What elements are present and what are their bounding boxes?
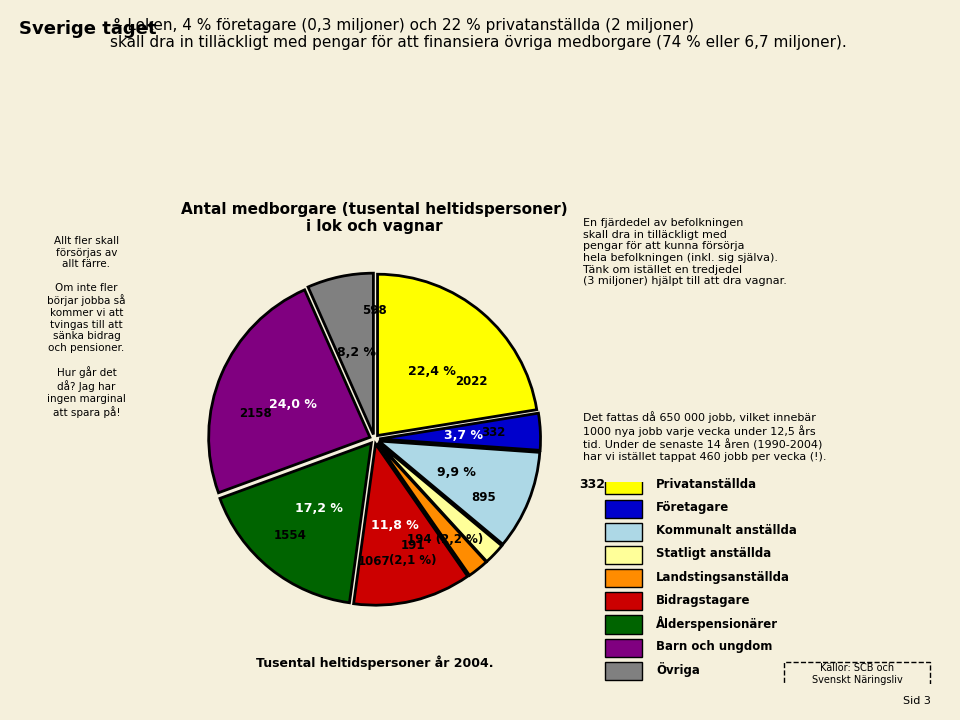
- Text: Statligt anställda: Statligt anställda: [657, 547, 772, 560]
- Text: 2158: 2158: [239, 407, 272, 420]
- Text: 24,0 %: 24,0 %: [269, 398, 317, 411]
- Text: 194 (2,2 %): 194 (2,2 %): [407, 534, 484, 546]
- Text: 9,9 %: 9,9 %: [437, 466, 476, 479]
- Text: Allt fler skall
försörjas av
allt färre.

Om inte fler
börjar jobba så
kommer vi: Allt fler skall försörjas av allt färre.…: [47, 236, 126, 418]
- Text: 8,2 %: 8,2 %: [337, 346, 375, 359]
- Wedge shape: [379, 441, 540, 544]
- FancyBboxPatch shape: [784, 662, 930, 686]
- FancyBboxPatch shape: [605, 477, 641, 495]
- Text: 332: 332: [481, 426, 505, 439]
- Wedge shape: [379, 413, 540, 450]
- Text: 1067: 1067: [358, 555, 391, 568]
- Text: Det fattas då 650 000 jobb, vilket innebär
1000 nya jobb varje vecka under 12,5 : Det fattas då 650 000 jobb, vilket inneb…: [584, 411, 827, 462]
- Text: 3,7 %: 3,7 %: [444, 428, 483, 441]
- Wedge shape: [353, 444, 468, 606]
- FancyBboxPatch shape: [605, 662, 641, 680]
- Text: 332: 332: [580, 478, 606, 491]
- Wedge shape: [220, 443, 372, 603]
- Text: 191
(2,1 %): 191 (2,1 %): [390, 539, 437, 567]
- Text: Privatanställda: Privatanställda: [657, 478, 757, 491]
- Text: Kommunalt anställda: Kommunalt anställda: [657, 524, 797, 537]
- Wedge shape: [377, 443, 487, 575]
- Text: 1554: 1554: [275, 529, 307, 542]
- Text: Bidragstagare: Bidragstagare: [657, 594, 751, 607]
- FancyBboxPatch shape: [605, 593, 641, 611]
- FancyBboxPatch shape: [605, 546, 641, 564]
- Wedge shape: [378, 443, 502, 562]
- Text: Företagare: Företagare: [657, 501, 730, 514]
- FancyBboxPatch shape: [605, 500, 641, 518]
- Wedge shape: [377, 274, 537, 436]
- Text: Antal medborgare (tusental heltidspersoner)
i lok och vagnar: Antal medborgare (tusental heltidsperson…: [181, 202, 567, 234]
- Text: 17,2 %: 17,2 %: [295, 502, 343, 515]
- FancyBboxPatch shape: [605, 523, 641, 541]
- Wedge shape: [308, 273, 373, 434]
- Text: Barn och ungdom: Barn och ungdom: [657, 640, 773, 653]
- Text: Sid 3: Sid 3: [903, 696, 931, 706]
- Text: 11,8 %: 11,8 %: [372, 519, 419, 532]
- FancyBboxPatch shape: [605, 616, 641, 634]
- Text: Ålderspensionärer: Ålderspensionärer: [657, 616, 779, 631]
- FancyBboxPatch shape: [605, 639, 641, 657]
- Text: En fjärdedel av befolkningen
skall dra in tilläckligt med
pengar för att kunna f: En fjärdedel av befolkningen skall dra i…: [584, 218, 787, 286]
- Text: 2022: 2022: [455, 374, 488, 387]
- Text: 598: 598: [362, 304, 387, 317]
- Wedge shape: [208, 290, 370, 492]
- FancyBboxPatch shape: [605, 569, 641, 588]
- Text: Övriga: Övriga: [657, 662, 700, 678]
- Text: Källor: SCB och
Svenskt Näringsliv: Källor: SCB och Svenskt Näringsliv: [811, 663, 902, 685]
- Text: – Loken, 4 % företagare (0,3 miljoner) och 22 % privatanställda (2 miljoner)
ska: – Loken, 4 % företagare (0,3 miljoner) o…: [110, 18, 847, 50]
- Text: Landstingsanställda: Landstingsanställda: [657, 571, 790, 584]
- Text: 22,4 %: 22,4 %: [408, 365, 456, 378]
- Text: Sverige tåget: Sverige tåget: [19, 18, 156, 38]
- Text: 895: 895: [471, 491, 496, 504]
- Text: Tusental heltidspersoner år 2004.: Tusental heltidspersoner år 2004.: [255, 655, 493, 670]
